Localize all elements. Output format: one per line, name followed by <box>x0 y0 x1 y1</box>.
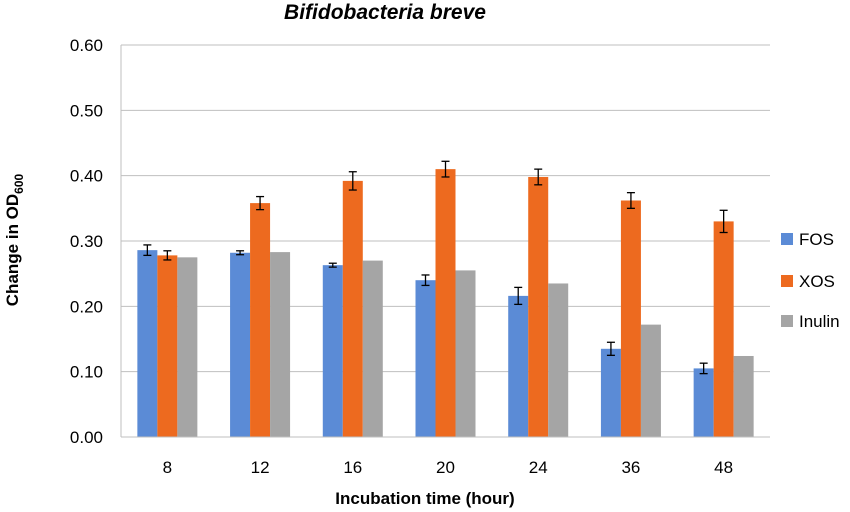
bar-inulin-48 <box>733 355 754 437</box>
x-axis-label: Incubation time (hour) <box>335 489 514 508</box>
bar-inulin-8 <box>177 257 198 437</box>
y-tick-label: 0.40 <box>70 167 103 186</box>
legend-label-inulin: Inulin <box>799 312 840 331</box>
x-tick-label: 36 <box>621 458 640 477</box>
chart-title: Bifidobacteria breve <box>284 1 486 24</box>
x-tick-label: 8 <box>163 458 172 477</box>
x-tick-label: 12 <box>251 458 270 477</box>
bar-xos-48 <box>713 221 734 437</box>
bar-fos-20 <box>415 280 436 437</box>
y-tick-label: 0.50 <box>70 101 103 120</box>
legend-label-xos: XOS <box>799 272 835 291</box>
y-tick-label: 0.10 <box>70 363 103 382</box>
bar-xos-12 <box>250 203 271 437</box>
legend: FOS XOS Inulin <box>781 230 840 331</box>
y-tick-label: 0.00 <box>70 428 103 447</box>
bar-inulin-20 <box>455 270 476 437</box>
bar-inulin-12 <box>270 252 291 437</box>
bar-fos-8 <box>137 250 158 437</box>
bar-xos-8 <box>157 255 178 437</box>
bar-inulin-36 <box>640 324 661 437</box>
y-tick-label: 0.20 <box>70 297 103 316</box>
bar-xos-36 <box>620 200 641 437</box>
y-tick-label: 0.60 <box>70 36 103 55</box>
bar-xos-24 <box>528 176 549 437</box>
legend-swatch-fos <box>781 233 793 245</box>
bar-inulin-16 <box>362 260 383 437</box>
legend-label-fos: FOS <box>799 230 834 249</box>
bar-fos-36 <box>600 348 621 437</box>
bar-fos-12 <box>230 252 251 437</box>
legend-swatch-xos <box>781 275 793 287</box>
bar-fos-24 <box>508 295 529 437</box>
bar-xos-16 <box>342 180 363 438</box>
y-tick-label: 0.30 <box>70 232 103 251</box>
bars <box>121 160 770 438</box>
x-tick-label: 48 <box>714 458 733 477</box>
bar-fos-48 <box>693 368 714 437</box>
y-tick-labels: 0.00 0.10 0.20 0.30 0.40 0.50 0.60 <box>70 36 103 447</box>
legend-swatch-inulin <box>781 315 793 327</box>
x-tick-labels: 8 12 16 20 24 36 48 <box>163 458 733 477</box>
y-axis-label-subscript: 600 <box>12 173 26 193</box>
x-tick-label: 20 <box>436 458 455 477</box>
bar-fos-16 <box>322 265 343 437</box>
x-tick-label: 24 <box>529 458 548 477</box>
x-tick-label: 16 <box>343 458 362 477</box>
bar-xos-20 <box>435 169 456 437</box>
y-axis-label: Change in OD600 <box>3 173 26 306</box>
bar-inulin-24 <box>548 283 569 437</box>
y-axis-label-main: Change in OD <box>3 194 22 306</box>
